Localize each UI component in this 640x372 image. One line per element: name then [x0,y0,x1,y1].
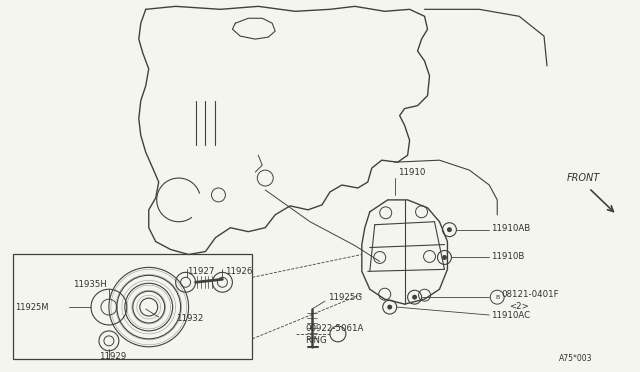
Text: 00922-5061A: 00922-5061A [305,324,364,333]
Text: <2>: <2> [509,302,529,311]
Text: 11910B: 11910B [492,252,525,261]
Circle shape [447,227,452,232]
Circle shape [412,295,417,299]
Text: 11910: 11910 [397,168,425,177]
Text: 11927: 11927 [187,267,214,276]
Text: 11910AB: 11910AB [492,224,531,233]
Bar [13,254,252,359]
Text: 11932: 11932 [175,314,203,324]
Text: 11925G: 11925G [328,293,362,302]
Text: B: B [495,295,499,300]
Text: 11929: 11929 [99,352,126,361]
Circle shape [442,255,447,260]
Circle shape [387,305,392,310]
Text: 11925M: 11925M [15,302,49,312]
Text: RING: RING [305,336,327,345]
Text: 11935H: 11935H [73,280,107,289]
Text: 11926: 11926 [225,267,253,276]
Text: 11910AC: 11910AC [492,311,531,320]
Text: 08121-0401F: 08121-0401F [501,290,559,299]
Text: A75*003: A75*003 [559,354,593,363]
Text: FRONT: FRONT [567,173,600,183]
